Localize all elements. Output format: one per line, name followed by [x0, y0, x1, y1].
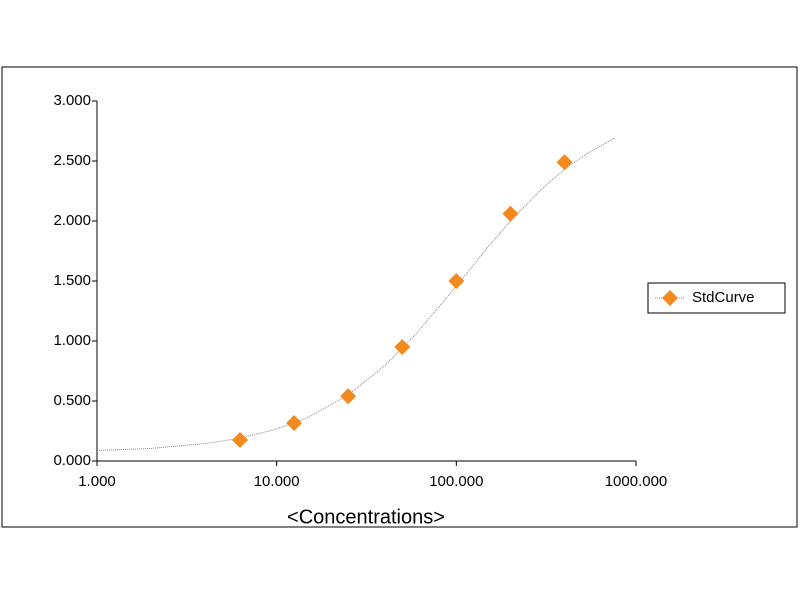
y-tick-label: 2.500 [53, 152, 91, 169]
y-tick-label: 2.000 [53, 212, 91, 229]
data-point [448, 273, 465, 289]
y-tick-label: 3.000 [53, 92, 91, 109]
y-tick-label: 1.000 [53, 332, 91, 349]
data-point [556, 154, 573, 171]
y-tick-label: 0.500 [53, 392, 91, 409]
data-point [340, 388, 357, 405]
data-point [231, 432, 248, 448]
data-point [394, 339, 411, 355]
data-point [502, 205, 519, 222]
data-point [286, 414, 303, 431]
y-tick-label: 0.000 [53, 452, 91, 469]
x-axis-title: <Concentrations> [287, 506, 445, 528]
x-tick-label: 100.000 [429, 473, 483, 490]
legend-marker [662, 290, 678, 306]
x-tick-label: 10.000 [254, 473, 300, 490]
y-tick-label: 1.500 [53, 272, 91, 289]
legend-label: StdCurve [692, 289, 755, 306]
x-tick-label: 1.000 [78, 473, 116, 490]
x-tick-label: 1000.000 [605, 473, 668, 490]
